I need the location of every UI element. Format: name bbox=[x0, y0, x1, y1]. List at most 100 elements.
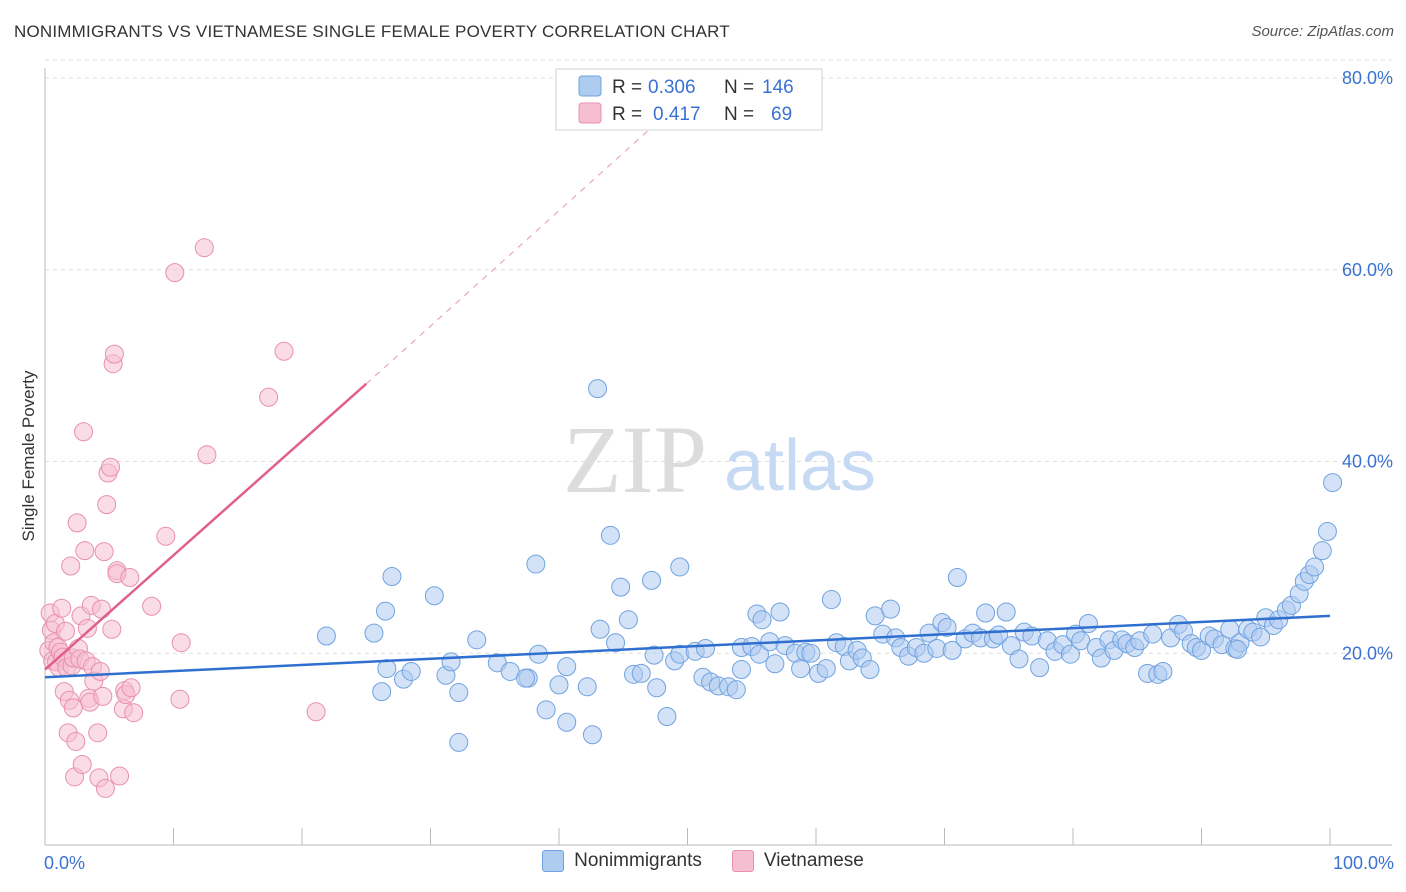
x-tick-label-max: 100.0% bbox=[1333, 853, 1394, 873]
vietnamese-point-63 bbox=[171, 633, 191, 653]
stats-r-value-1: 0.306 bbox=[648, 77, 696, 98]
nonimmigrants-point-61 bbox=[801, 643, 821, 663]
vietnamese-point-41 bbox=[93, 686, 113, 706]
grid-lines bbox=[45, 59, 1392, 654]
nonimmigrants-point-4 bbox=[377, 659, 397, 679]
nonimmigrants-point-113 bbox=[1143, 624, 1163, 644]
nonimmigrants-point-73 bbox=[881, 599, 901, 619]
nonimmigrants-point-5 bbox=[382, 567, 402, 587]
y-tick-label-3: 80.0% bbox=[1342, 68, 1393, 88]
stats-n-value-1: 146 bbox=[762, 77, 794, 98]
vietnamese-point-58 bbox=[124, 703, 144, 723]
nonimmigrants-point-3 bbox=[376, 601, 396, 621]
vietnamese-point-52 bbox=[110, 766, 130, 786]
nonimmigrants-point-8 bbox=[424, 586, 444, 606]
vietnamese-point-22 bbox=[66, 731, 86, 751]
legend-swatch-vietnamese bbox=[731, 850, 754, 872]
vietnamese-point-59 bbox=[142, 596, 162, 616]
vietnamese-point-20 bbox=[63, 698, 83, 718]
nonimmigrants-point-28 bbox=[600, 525, 620, 545]
vietnamese-point-49 bbox=[104, 344, 124, 364]
vietnamese-point-10 bbox=[52, 598, 72, 618]
nonimmigrants-point-22 bbox=[557, 657, 577, 677]
series-legend: Nonimmigrants Vietnamese bbox=[0, 850, 1406, 872]
nonimmigrants-trendline bbox=[44, 614, 1331, 679]
nonimmigrants-point-2 bbox=[372, 682, 392, 702]
y-tick-label-1: 40.0% bbox=[1342, 452, 1393, 472]
nonimmigrants-point-103 bbox=[1078, 614, 1098, 634]
nonimmigrants-points bbox=[316, 379, 1343, 752]
nonimmigrants-point-33 bbox=[631, 663, 651, 683]
nonimmigrants-point-96 bbox=[1030, 658, 1050, 678]
nonimmigrants-point-88 bbox=[976, 603, 996, 623]
nonimmigrants-point-31 bbox=[618, 610, 638, 630]
nonimmigrants-point-30 bbox=[611, 577, 631, 597]
nonimmigrants-point-63 bbox=[816, 659, 836, 679]
nonimmigrants-point-12 bbox=[449, 732, 469, 752]
legend-item-nonimmigrants[interactable]: Nonimmigrants bbox=[542, 850, 702, 872]
vietnamese-point-39 bbox=[90, 661, 110, 681]
nonimmigrants-point-59 bbox=[791, 659, 811, 679]
nonimmigrants-point-13 bbox=[467, 630, 487, 650]
nonimmigrants-point-0 bbox=[316, 626, 336, 646]
vietnamese-point-43 bbox=[95, 778, 115, 798]
nonimmigrants-point-19 bbox=[526, 554, 546, 574]
vietnamese-point-13 bbox=[56, 621, 76, 641]
nonimmigrants-point-47 bbox=[726, 680, 746, 700]
nonimmigrants-point-36 bbox=[647, 678, 667, 698]
nonimmigrants-point-55 bbox=[765, 654, 785, 674]
nonimmigrants-point-26 bbox=[588, 379, 608, 399]
watermark: ZIP atlas bbox=[563, 406, 876, 513]
nonimmigrants-point-79 bbox=[919, 623, 939, 643]
nonimmigrants-point-37 bbox=[657, 707, 677, 727]
nonimmigrants-point-84 bbox=[947, 568, 967, 588]
stats-n-label-1: N = bbox=[724, 77, 754, 98]
nonimmigrants-point-130 bbox=[1251, 627, 1271, 647]
vietnamese-point-64 bbox=[194, 238, 214, 258]
vietnamese-point-44 bbox=[97, 495, 117, 515]
stats-r-value-2: 0.417 bbox=[653, 104, 701, 125]
vietnamese-point-37 bbox=[88, 723, 108, 743]
vietnamese-point-46 bbox=[101, 457, 121, 477]
nonimmigrants-point-29 bbox=[606, 633, 626, 653]
nonimmigrants-point-53 bbox=[752, 610, 772, 630]
legend-item-vietnamese[interactable]: Vietnamese bbox=[731, 850, 864, 872]
stats-r-label-1: R = bbox=[612, 77, 642, 98]
nonimmigrants-point-48 bbox=[731, 660, 751, 680]
watermark-zip: ZIP bbox=[563, 406, 707, 513]
vietnamese-point-31 bbox=[77, 618, 97, 638]
nonimmigrants-point-141 bbox=[1317, 521, 1337, 541]
nonimmigrants-point-25 bbox=[582, 725, 602, 745]
stats-r-label-2: R = bbox=[612, 104, 642, 125]
watermark-atlas: atlas bbox=[724, 426, 876, 506]
nonimmigrants-point-34 bbox=[642, 570, 662, 590]
vietnamese-point-60 bbox=[156, 526, 176, 546]
nonimmigrants-point-93 bbox=[1009, 649, 1029, 669]
legend-label-nonimmigrants: Nonimmigrants bbox=[574, 850, 702, 871]
nonimmigrants-point-1 bbox=[364, 623, 384, 643]
stats-n-label-2: N = bbox=[724, 104, 754, 125]
chart-title: NONIMMIGRANTS VS VIETNAMESE SINGLE FEMAL… bbox=[14, 22, 730, 41]
x-tick-label-min: 0.0% bbox=[44, 853, 85, 873]
nonimmigrants-point-35 bbox=[644, 645, 664, 665]
legend-swatch-nonimmigrants bbox=[542, 850, 565, 872]
nonimmigrants-point-140 bbox=[1312, 541, 1332, 561]
nonimmigrants-point-139 bbox=[1305, 557, 1325, 577]
nonimmigrants-point-24 bbox=[577, 677, 597, 697]
vietnamese-point-65 bbox=[197, 445, 217, 465]
vietnamese-point-17 bbox=[61, 556, 81, 576]
nonimmigrants-point-7 bbox=[401, 661, 421, 681]
nonimmigrants-point-64 bbox=[821, 590, 841, 610]
vietnamese-point-56 bbox=[120, 568, 140, 588]
stats-n-value-2: 69 bbox=[771, 104, 792, 125]
y-tick-label-2: 60.0% bbox=[1342, 260, 1393, 280]
vietnamese-point-47 bbox=[102, 619, 122, 639]
nonimmigrants-point-115 bbox=[1153, 661, 1173, 681]
vietnamese-point-40 bbox=[92, 599, 112, 619]
nonimmigrants-point-39 bbox=[670, 557, 690, 577]
vietnamese-point-57 bbox=[121, 678, 141, 698]
vietnamese-point-23 bbox=[67, 513, 87, 533]
legend-label-vietnamese: Vietnamese bbox=[763, 850, 864, 871]
nonimmigrants-point-56 bbox=[770, 602, 790, 622]
